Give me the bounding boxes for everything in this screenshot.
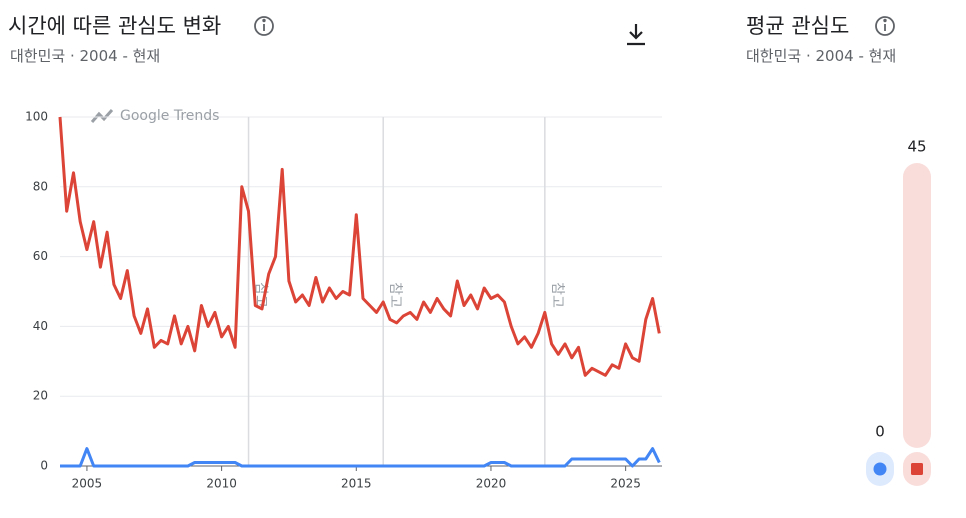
x-tick-label: 2020 <box>476 477 507 491</box>
series-line <box>58 116 661 377</box>
trends-logo <box>90 109 114 123</box>
y-tick-label: 40 <box>33 319 48 333</box>
x-tick-label: 2025 <box>610 477 641 491</box>
note-label: 참고 <box>387 282 403 308</box>
watermark: Google Trends <box>120 108 219 124</box>
side-title: 평균 관심도 <box>746 14 850 38</box>
y-tick-label: 80 <box>33 179 48 193</box>
legend-marker <box>873 462 887 476</box>
note-label: 참고 <box>549 282 565 308</box>
avg-bar <box>903 163 931 448</box>
side-subtitle: 대한민국 · 2004 - 현재 <box>746 47 897 65</box>
info-icon[interactable] <box>875 16 895 36</box>
subtitle: 대한민국 · 2004 - 현재 <box>10 47 161 65</box>
y-tick-label: 20 <box>33 389 48 403</box>
y-tick-label: 100 <box>25 110 48 124</box>
y-tick-label: 0 <box>40 459 48 473</box>
x-tick-label: 2010 <box>206 477 237 491</box>
x-tick-label: 2005 <box>72 477 103 491</box>
info-icon[interactable] <box>254 16 274 36</box>
legend-marker <box>911 463 923 475</box>
avg-value-label: 45 <box>907 138 926 156</box>
x-tick-label: 2015 <box>341 477 372 491</box>
title: 시간에 따른 관심도 변화 <box>8 14 222 38</box>
avg-value-label: 0 <box>875 423 885 441</box>
download-icon[interactable] <box>627 24 645 46</box>
series-line <box>60 447 661 468</box>
y-tick-label: 60 <box>33 249 48 263</box>
